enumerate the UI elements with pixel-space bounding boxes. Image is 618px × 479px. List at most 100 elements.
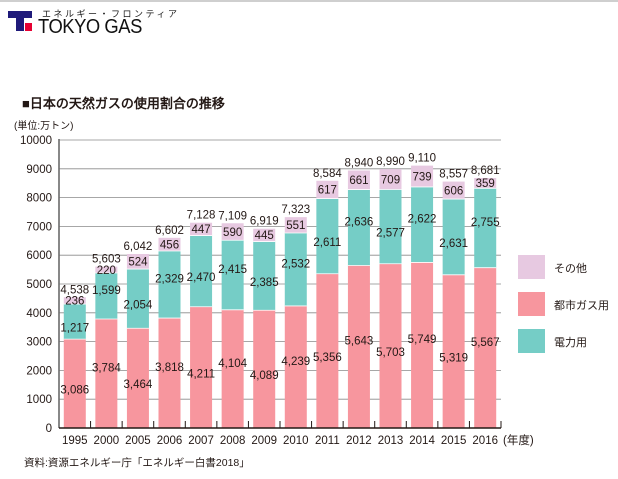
value-label-other: 661	[349, 175, 368, 187]
value-label-power: 2,329	[155, 274, 184, 286]
x-tick-label: 2010	[283, 435, 309, 447]
x-tick-label: 2013	[378, 435, 404, 447]
y-tick-label: 1000	[26, 394, 52, 406]
bar-segment-other	[316, 180, 339, 199]
bar-segment-other	[411, 165, 434, 187]
value-label-power: 2,577	[376, 228, 405, 240]
bar-segment-other	[284, 217, 307, 233]
bar-segment-city-gas	[95, 319, 118, 428]
legend-swatch-city-gas	[518, 292, 545, 316]
value-label-city-gas: 4,104	[218, 358, 247, 370]
x-tick-label: 2008	[220, 435, 246, 447]
bar-segment-city-gas	[474, 267, 497, 428]
value-label-total: 9,110	[408, 153, 436, 165]
y-tick-label: 10000	[20, 135, 52, 147]
value-label-total: 6,602	[155, 225, 184, 237]
bar-segment-city-gas	[253, 310, 276, 428]
value-label-total: 8,681	[471, 165, 500, 177]
value-label-other: 617	[318, 185, 337, 197]
value-label-city-gas: 5,319	[439, 352, 468, 364]
legend-swatch-power	[518, 329, 545, 353]
bar-segment-other	[347, 170, 370, 190]
x-axis-ticks: 1995 2000 2005 2006 2007 2008 2009 2010 2011 2012…	[62, 421, 534, 447]
bar-segment-city-gas	[442, 274, 465, 428]
bar-segment-power	[253, 241, 276, 311]
y-tick-label: 5000	[26, 279, 52, 291]
x-tick-label: 2005	[125, 435, 151, 447]
value-label-other: 445	[255, 230, 274, 242]
y-tick-label: 4000	[26, 308, 52, 320]
value-label-city-gas: 5,567	[471, 337, 500, 349]
bar-segment-other	[221, 223, 244, 241]
y-axis-unit-label: (単位:万トン)	[14, 121, 74, 132]
bar-segment-other	[253, 228, 276, 242]
bar-segment-power	[221, 240, 244, 310]
y-tick-label: 8000	[26, 193, 52, 205]
value-label-other: 456	[160, 239, 179, 251]
bar-segment-other	[95, 266, 118, 273]
x-tick-label: 2007	[188, 435, 214, 447]
bar-segment-power	[379, 189, 402, 264]
bar-segment-power	[347, 189, 370, 266]
value-label-total: 8,584	[313, 168, 342, 180]
bar-segment-city-gas	[126, 328, 149, 428]
x-tick-label: 2015	[441, 435, 467, 447]
legend-label-city-gas: 都市ガス用	[554, 300, 609, 312]
tokyo-gas-logo: エネルギー・フロンティア TOKYO GAS	[8, 6, 208, 38]
bar-segment-city-gas	[316, 273, 339, 428]
x-tick-label: 2016	[472, 435, 498, 447]
bar-segment-power	[474, 188, 497, 268]
legend-label-other: その他	[554, 263, 587, 275]
bar-segment-power	[63, 304, 86, 340]
source-note: 資料:資源エネルギー庁「エネルギー白書2018」	[24, 457, 250, 469]
legend-swatch-other	[518, 255, 545, 279]
value-label-other: 709	[381, 174, 400, 186]
bar-segment-power	[284, 232, 307, 306]
value-label-other: 236	[65, 296, 84, 308]
x-tick-label: 2011	[315, 435, 340, 447]
bar-segment-city-gas	[347, 265, 370, 428]
value-label-total: 6,919	[250, 216, 279, 228]
value-label-power: 1,599	[92, 285, 121, 297]
value-label-power: 2,755	[471, 217, 500, 229]
value-label-total: 5,603	[92, 254, 121, 266]
bar-segment-other	[126, 253, 149, 270]
value-label-city-gas: 5,703	[376, 347, 405, 359]
value-label-total: 8,940	[345, 158, 374, 170]
value-label-power: 2,532	[281, 258, 310, 270]
bar-segment-power	[190, 235, 213, 307]
bar-segment-city-gas	[284, 305, 307, 428]
bar-segment-city-gas	[221, 309, 244, 428]
value-label-power: 2,636	[345, 217, 374, 229]
bar-segment-city-gas	[379, 263, 402, 428]
value-label-power: 2,631	[439, 238, 468, 250]
chart-title: ■日本の天然ガスの使用割合の推移	[22, 96, 225, 111]
legend-item-power: 電力用	[518, 329, 618, 357]
bar-segment-other	[158, 237, 181, 251]
bar-segment-other	[379, 169, 402, 190]
value-label-other: 606	[444, 185, 463, 197]
value-label-power: 2,415	[218, 264, 247, 276]
value-label-city-gas: 5,356	[313, 352, 342, 364]
y-axis-ticks: 0 1000 2000 3000 4000 5000 6000 7000 8000 9000 100…	[20, 135, 52, 435]
value-label-city-gas: 3,784	[92, 363, 121, 375]
x-tick-label: 2000	[94, 435, 120, 447]
bar-segment-power	[126, 269, 149, 329]
value-label-total: 6,042	[124, 241, 153, 253]
bar-segment-power	[411, 186, 434, 263]
value-label-power: 2,054	[124, 300, 153, 312]
value-label-total: 8,990	[376, 156, 405, 168]
value-label-other: 551	[286, 220, 305, 232]
bars	[63, 165, 497, 428]
value-label-city-gas: 4,239	[281, 356, 310, 368]
value-label-total: 4,538	[60, 284, 89, 296]
bar-segment-other	[474, 177, 497, 189]
y-tick-label: 3000	[26, 337, 52, 349]
y-tick-label: 0	[46, 423, 52, 435]
tokyo-gas-logo-mark-icon	[8, 11, 32, 31]
gridlines	[59, 139, 501, 400]
value-label-power: 1,217	[60, 323, 89, 335]
bar-segment-city-gas	[63, 339, 86, 428]
